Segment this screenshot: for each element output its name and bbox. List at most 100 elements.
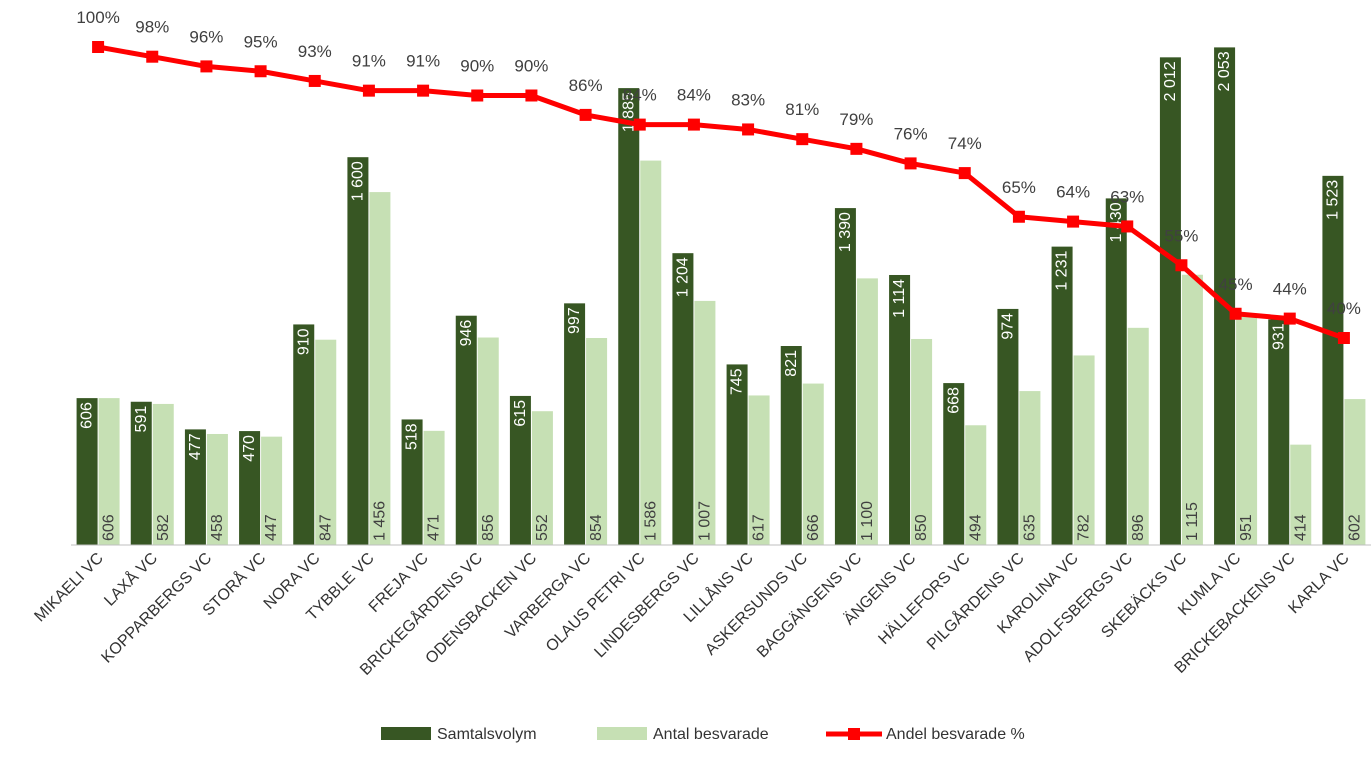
data-label-samtalsvolym: 1 390 — [837, 212, 854, 252]
bar-antal-besvarade — [911, 338, 933, 545]
data-label-samtalsvolym: 974 — [999, 313, 1016, 340]
x-tick-label: KOPPARBERGS VC — [98, 550, 215, 667]
bar-samtalsvolym — [1051, 246, 1073, 546]
data-label-antal-besvarade: 447 — [263, 514, 280, 541]
bar-samtalsvolym — [943, 383, 965, 545]
bar-antal-besvarade — [315, 339, 337, 545]
legend-label: Andel besvarade % — [886, 726, 1025, 743]
marker-andel-besvarade — [308, 74, 321, 87]
data-label-andel-besvarade: 100% — [76, 8, 119, 27]
marker-andel-besvarade — [1175, 259, 1188, 272]
marker-andel-besvarade — [1067, 215, 1080, 228]
bar-samtalsvolym — [184, 429, 206, 545]
bar-label-layer: 606 606 591 582 477 458 470 447 910 847 1 600 1 456… — [79, 51, 1364, 541]
marker-andel-besvarade — [92, 41, 105, 53]
bar-samtalsvolym — [834, 208, 856, 546]
x-tick-label: LINDESBERGS VC — [591, 550, 702, 661]
data-label-antal-besvarade: 1 456 — [371, 501, 388, 541]
marker-andel-besvarade — [417, 84, 430, 97]
data-label-antal-besvarade: 951 — [1238, 514, 1255, 541]
bar-samtalsvolym — [1214, 47, 1236, 545]
bar-samtalsvolym — [455, 315, 477, 545]
marker-andel-besvarade — [1012, 210, 1025, 223]
data-label-andel-besvarade: 79% — [839, 110, 873, 129]
data-label-samtalsvolym: 910 — [295, 328, 312, 355]
bar-antal-besvarade — [965, 425, 987, 545]
data-label-andel-besvarade: 63% — [1110, 187, 1144, 206]
legend-label: Samtalsvolym — [437, 726, 537, 743]
data-label-samtalsvolym: 821 — [783, 350, 800, 377]
marker-andel-besvarade — [850, 142, 863, 155]
bar-antal-besvarade — [1127, 327, 1149, 545]
x-tick-label: OLAUS PETRI VC — [543, 550, 649, 656]
data-label-andel-besvarade: 86% — [569, 76, 603, 95]
bar-antal-besvarade — [640, 160, 662, 546]
bar-antal-besvarade — [748, 395, 770, 545]
marker-andel-besvarade — [1337, 332, 1350, 344]
data-label-antal-besvarade: 856 — [480, 514, 497, 541]
data-label-samtalsvolym: 1 114 — [891, 279, 908, 318]
data-label-samtalsvolym: 931 — [1270, 323, 1287, 350]
bar-antal-besvarade — [1019, 391, 1041, 545]
data-label-antal-besvarade: 552 — [534, 514, 551, 541]
bar-samtalsvolym — [997, 308, 1019, 545]
data-label-andel-besvarade: 44% — [1273, 280, 1307, 299]
x-tick-label: PILGÅRDENS VC — [923, 548, 1028, 653]
bar-samtalsvolym — [509, 395, 531, 545]
marker-andel-besvarade — [687, 118, 700, 131]
data-label-antal-besvarade: 414 — [1292, 514, 1309, 541]
legend-label: Antal besvarade — [653, 726, 769, 743]
marker-andel-besvarade — [1229, 307, 1242, 320]
bar-antal-besvarade — [694, 300, 716, 545]
data-label-andel-besvarade: 81% — [785, 100, 819, 119]
data-label-antal-besvarade: 494 — [967, 514, 984, 541]
data-label-antal-besvarade: 1 115 — [1184, 502, 1201, 541]
data-label-andel-besvarade: 84% — [677, 86, 711, 105]
bar-samtalsvolym — [564, 303, 586, 545]
data-label-antal-besvarade: 635 — [1021, 514, 1038, 541]
data-label-andel-besvarade: 90% — [514, 57, 548, 76]
data-label-antal-besvarade: 847 — [317, 514, 334, 541]
bar-samtalsvolym — [1105, 198, 1127, 545]
x-tick-label: MIKAELI VC — [31, 550, 107, 626]
bar-samtalsvolym — [293, 324, 315, 545]
marker-andel-besvarade — [742, 123, 755, 136]
data-label-andel-besvarade: 91% — [406, 52, 440, 71]
data-label-andel-besvarade: 45% — [1219, 275, 1253, 294]
legend-item-antal-besvarade: Antal besvarade — [597, 726, 769, 743]
data-label-andel-besvarade: 96% — [189, 27, 223, 46]
bar-samtalsvolym — [618, 88, 640, 545]
marker-andel-besvarade — [362, 84, 375, 97]
data-label-andel-besvarade: 64% — [1056, 183, 1090, 202]
bar-antal-besvarade — [423, 430, 445, 545]
x-tick-label: ADOLFSBERGS VC — [1020, 550, 1136, 666]
data-label-andel-besvarade: 98% — [135, 18, 169, 37]
marker-andel-besvarade — [958, 167, 971, 180]
data-label-antal-besvarade: 602 — [1346, 514, 1363, 541]
data-label-samtalsvolym: 518 — [404, 423, 421, 450]
data-label-antal-besvarade: 582 — [155, 514, 172, 541]
data-label-samtalsvolym: 591 — [133, 406, 150, 433]
data-label-andel-besvarade: 95% — [244, 32, 278, 51]
data-label-antal-besvarade: 782 — [1076, 514, 1093, 541]
data-label-andel-besvarade: 55% — [1164, 226, 1198, 245]
x-tick-label: BAGGÄNGENS VC — [753, 549, 865, 661]
marker-andel-besvarade — [796, 133, 809, 146]
bar-samtalsvolym — [672, 253, 694, 545]
legend-item-andel-besvarade: Andel besvarade % — [826, 726, 1025, 743]
legend-swatch — [381, 727, 431, 740]
bar-samtalsvolym — [401, 419, 423, 545]
bar-samtalsvolym — [780, 346, 802, 545]
data-label-samtalsvolym: 2 053 — [1216, 51, 1233, 91]
data-label-samtalsvolym: 606 — [79, 402, 96, 429]
data-label-samtalsvolym: 1 204 — [674, 257, 691, 297]
data-label-andel-besvarade: 83% — [731, 90, 765, 109]
bar-samtalsvolym — [726, 364, 748, 545]
data-label-samtalsvolym: 1 523 — [1324, 180, 1341, 220]
bar-antal-besvarade — [98, 398, 120, 545]
data-label-antal-besvarade: 666 — [805, 514, 822, 541]
data-label-samtalsvolym: 997 — [566, 307, 583, 334]
legend: Samtalsvolym Antal besvarade Andel besvara… — [381, 726, 1025, 743]
data-label-andel-besvarade: 93% — [298, 42, 332, 61]
